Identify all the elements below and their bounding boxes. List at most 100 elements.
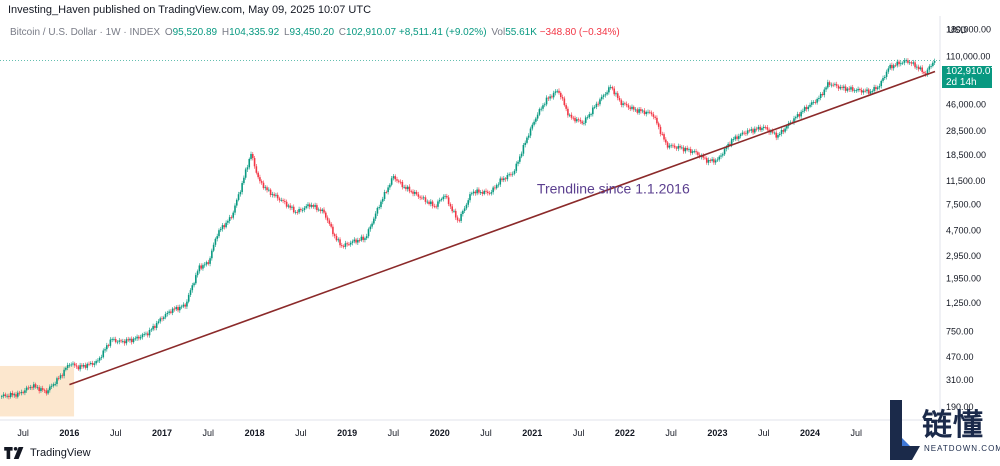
candle-body [278,198,281,201]
candle-body [914,62,916,68]
candle-body [686,148,688,150]
candle-body [392,176,395,179]
x-tick-label: 2022 [615,428,635,438]
candle-body [579,119,582,122]
candle-body [926,69,929,75]
candle-body [759,126,761,130]
candle-body [543,104,546,106]
candle-body [66,365,69,368]
y-tick-label: 190.00 [946,402,974,412]
candle-body [561,96,564,99]
candle-body [419,196,421,198]
trendline-label: Trendline since 1.1.2016 [537,180,690,196]
candle-body [362,236,364,240]
candle-body [778,133,781,136]
candle-body [317,209,320,211]
candle-body [65,367,67,370]
x-tick-label: 2023 [707,428,727,438]
candle-body [422,197,425,199]
candle-body [825,87,827,90]
candle-body [173,308,176,310]
candle-body [803,107,806,111]
x-tick-label: Jul [203,428,215,438]
candle-body [677,145,680,149]
candle-body [421,197,423,199]
candle-body [104,349,106,351]
candle-body [357,240,359,243]
candle-body [437,201,439,207]
candle-body [235,199,238,206]
candle-body [634,109,637,111]
candle-body [170,311,172,313]
candle-body [314,205,316,207]
candle-body [321,209,324,212]
candle-body [891,64,893,69]
candle-body [381,198,384,202]
candle-body [291,206,293,208]
candle-body [793,118,795,123]
candle-body [789,122,792,124]
candle-body [396,179,398,181]
candle-body [139,337,142,339]
candle-body [465,204,468,209]
candle-body [483,190,486,194]
candle-body [72,363,74,365]
candle-body [330,223,332,227]
tradingview-brand[interactable]: TradingView [30,447,91,459]
candle-body [50,385,53,387]
candle-body [786,126,788,129]
close-label: C [338,27,347,38]
candles [0,58,936,400]
candle-body [636,109,639,113]
x-tick-label: Jul [110,428,122,438]
candle-body [499,178,502,185]
candle-body [716,159,719,161]
change-value: +8,511.41 (+9.02%) [398,27,487,38]
candle-body [458,220,461,222]
candle-body [11,393,14,396]
candle-body [132,338,135,343]
candle-body [862,90,865,93]
candle-body [266,187,268,191]
candle-body [668,145,671,148]
candle-body [353,239,356,242]
candle-body [542,105,544,109]
candle-body [818,97,820,99]
candle-body [665,139,667,143]
candle-body [513,170,516,174]
candle-body [734,136,737,140]
candle-body [130,338,133,343]
candle-body [855,90,858,92]
candle-body [857,88,859,91]
candle-body [54,383,56,385]
candle-body [848,88,850,90]
candle-body [593,106,596,108]
x-tick-label: Jul [665,428,677,438]
candle-body [867,89,870,94]
candle-body [515,163,518,171]
candle-body [125,339,128,344]
candle-body [608,87,610,93]
candle-body [869,91,872,94]
x-tick-label: 2019 [337,428,357,438]
candle-body [223,225,226,228]
candle-body [57,378,60,380]
candle-body [187,294,190,302]
candle-body [832,84,834,86]
candle-body [177,307,179,311]
candle-body [745,132,747,134]
candle-body [207,262,210,264]
candle-body [707,159,710,163]
symbol-name[interactable]: Bitcoin / U.S. Dollar · 1W · INDEX [10,27,161,38]
candle-body [444,195,446,197]
candle-body [56,378,58,384]
neatdown-logo-icon [890,400,920,460]
candle-body [116,341,119,343]
y-tick-label: 180,000.00 [946,25,991,35]
candle-body [933,60,936,63]
x-tick-label: Jul [388,428,400,438]
candle-body [556,90,559,92]
candle-body [919,67,922,70]
candle-body [837,85,840,89]
